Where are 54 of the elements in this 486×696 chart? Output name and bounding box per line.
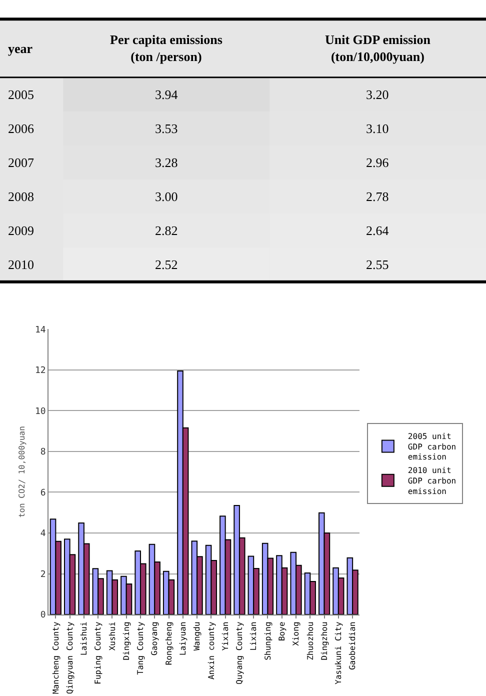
x-tick-label: Dingxing (122, 622, 131, 660)
data-label: 2.96 (366, 155, 390, 170)
legend-label: 2005 unit GDP carbon emission (408, 432, 456, 462)
x-tick-label: Tang County (136, 622, 146, 675)
data-label: 3.28 (155, 155, 178, 170)
data-label: 2.78 (366, 189, 389, 204)
data-label: 2.64 (366, 223, 390, 238)
x-tick-label: Xiong (292, 622, 301, 646)
y-tick-label: 6 (40, 488, 46, 498)
y-tick-label: 2008 (8, 189, 34, 204)
x-tick-label: Yasukuni City (334, 622, 344, 684)
x-tick-label: Laiyuan (178, 622, 188, 656)
x-tick-label: Rongcheng (164, 622, 174, 666)
data-label: 3.00 (155, 189, 178, 204)
y-tick-label: 2010 (8, 257, 34, 272)
x-tick-label: Per capita emissions (ton /person) (110, 32, 222, 64)
x-tick-label: Yixian (220, 622, 230, 651)
legend-label: 2010 unit GDP carbon emission (408, 466, 456, 496)
x-tick-label: Unit GDP emission (ton/10,000yuan) (325, 32, 432, 64)
y-tick-label: 2005 (8, 87, 34, 102)
y-tick-label: 10 (34, 406, 46, 417)
x-tick-label: Laishui (80, 622, 89, 656)
y-tick-label: 2006 (8, 121, 34, 136)
x-tick-label: Gaoyang (150, 622, 160, 656)
x-tick-label: Lixian (249, 622, 258, 651)
x-tick-label: Gaobeidian (348, 622, 358, 670)
x-tick-label: Boye (277, 622, 286, 642)
y-tick-label: 2 (40, 570, 46, 580)
data-label: 2.55 (366, 257, 389, 272)
data-label: 2.82 (155, 223, 178, 238)
data-label: 3.20 (366, 87, 389, 102)
y-tick-label: 2007 (8, 155, 34, 170)
y-axis-title: year (8, 41, 33, 56)
x-tick-label: Xushui (108, 622, 117, 651)
y-tick-label: 14 (34, 325, 46, 336)
x-tick-label: Anxin county (206, 622, 216, 680)
x-tick-label: Zhuozhou (306, 622, 315, 660)
y-tick-label: 0 (40, 610, 46, 621)
x-tick-label: Qingyuan County (65, 622, 74, 694)
x-tick-label: Shunping (263, 622, 272, 660)
y-tick-label: 2009 (8, 223, 34, 238)
x-tick-label: Mancheng County (51, 622, 60, 694)
x-tick-label: Dingzhou (320, 622, 329, 660)
y-axis-title: ton CO2/ 10,000yuan (18, 426, 27, 518)
x-tick-label: Fuping County (94, 622, 103, 684)
y-tick-label: 4 (40, 529, 46, 540)
x-tick-label: Quyang County (235, 622, 244, 684)
y-tick-label: 12 (34, 366, 46, 376)
data-label: 3.10 (366, 121, 389, 136)
data-label: 3.94 (155, 87, 178, 102)
data-label: 3.53 (155, 121, 178, 136)
data-label: 2.52 (155, 257, 178, 272)
x-tick-label: Wangdu (192, 622, 202, 651)
y-tick-label: 8 (40, 448, 46, 458)
